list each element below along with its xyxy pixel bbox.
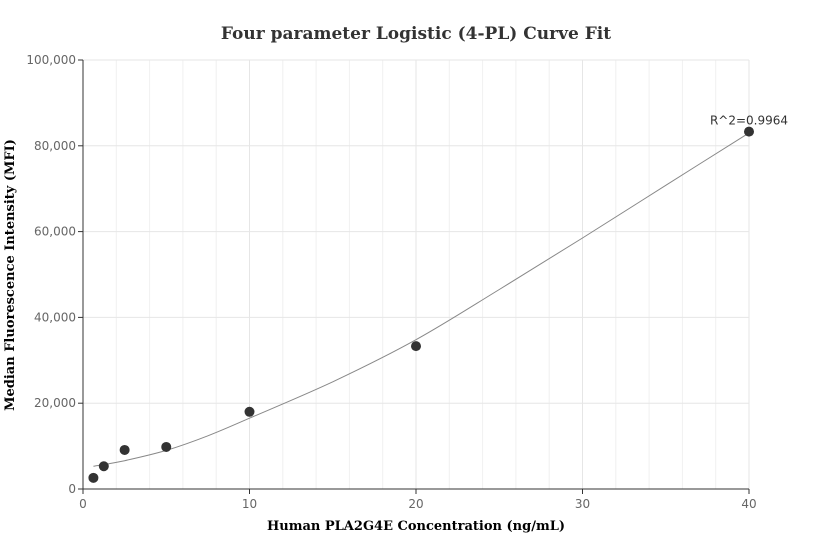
y-tick-label: 60,000	[34, 225, 76, 239]
y-tick-label: 80,000	[34, 139, 76, 153]
chart-title: Four parameter Logistic (4-PL) Curve Fit	[221, 24, 611, 44]
data-points	[88, 126, 754, 483]
x-tick-label: 40	[741, 497, 756, 511]
data-point	[411, 341, 421, 352]
x-axis-title: Human PLA2G4E Concentration (ng/mL)	[267, 519, 565, 534]
data-point	[119, 444, 130, 455]
data-point	[744, 126, 754, 137]
y-tick-label: 100,000	[26, 53, 76, 67]
x-tick-label: 10	[242, 497, 257, 511]
x-axis-ticks: 0 10 20 30 40	[79, 489, 757, 511]
y-tick-label: 20,000	[34, 396, 76, 410]
x-tick-label: 30	[575, 497, 590, 511]
y-tick-label: 0	[68, 482, 76, 496]
y-axis-title: Median Fluorescence Intensity (MFI)	[3, 139, 18, 411]
grid	[83, 59, 750, 489]
data-point	[88, 472, 99, 483]
y-axis-ticks: 0 20,000 40,000 60,000 80,000 100,000	[26, 53, 83, 496]
data-point	[161, 441, 172, 452]
y-tick-label: 40,000	[34, 310, 76, 324]
x-tick-label: 0	[79, 497, 87, 511]
x-tick-label: 20	[408, 497, 423, 511]
data-point	[244, 406, 255, 417]
data-point	[98, 461, 109, 472]
fit-curve	[93, 132, 750, 467]
r-squared-annotation: R^2=0.9964	[710, 114, 788, 128]
